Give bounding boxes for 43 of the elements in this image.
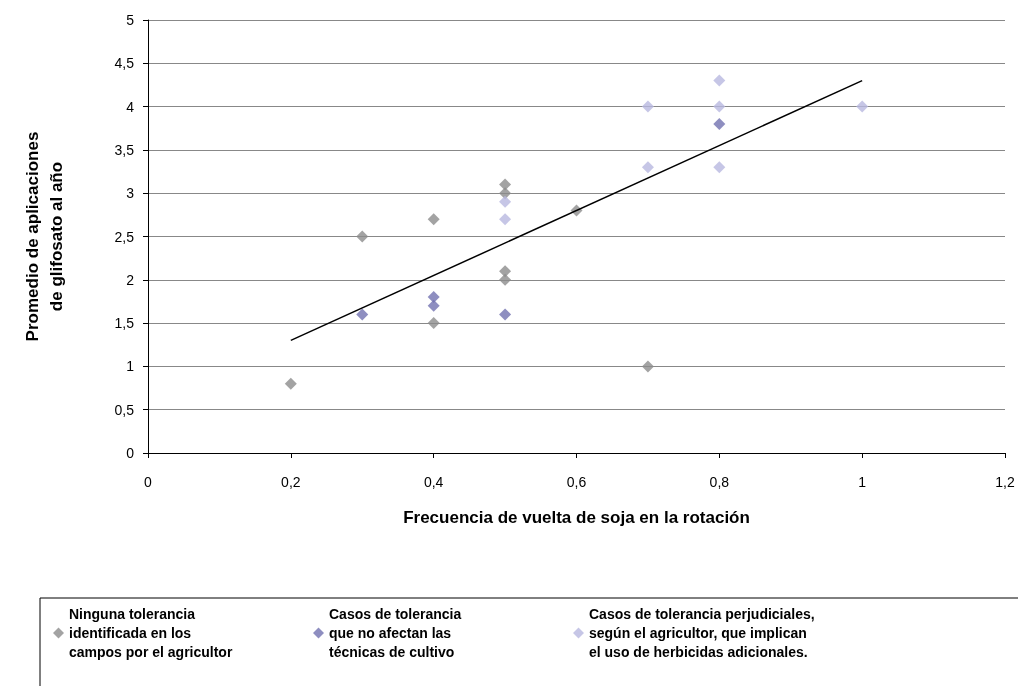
point (713, 161, 726, 174)
x-tick-label: 0,8 (709, 474, 730, 490)
point (356, 230, 369, 243)
y-tick-label: 4,5 (114, 55, 135, 72)
x-tick-label: 0,2 (281, 474, 301, 490)
x-tick-label: 1,2 (995, 474, 1015, 490)
point (427, 317, 440, 330)
point (856, 100, 869, 113)
y-tick-label: 3,5 (114, 141, 135, 158)
legend-label: Casos de tolerancia perjudiciales, según el agricultor, que implican el uso de herbicidas adicionales. (589, 606, 815, 660)
y-tick-label: 3 (126, 185, 135, 202)
point (499, 195, 512, 208)
legend-label: Casos de tolerancia que no afectan las técnicas de cultivo (329, 606, 462, 660)
point (356, 308, 369, 321)
x-tick-label: 0,4 (423, 474, 444, 490)
x-axis-title: Frecuencia de vuelta de soja en la rotación (403, 508, 750, 527)
x-tick-label: 0 (144, 474, 153, 490)
y-tick-label: 1 (126, 358, 135, 375)
y-tick-label: 4 (126, 98, 135, 115)
y-tick-label: 0 (126, 445, 135, 461)
point (427, 291, 440, 304)
x-tick-label: 0,6 (566, 474, 587, 490)
legend-label: Ninguna tolerancia identificada en los campos por el agricultor (69, 606, 233, 660)
point (499, 178, 512, 191)
point (284, 377, 297, 390)
y-tick-label: 1,5 (114, 315, 135, 332)
y-tick-label: 5 (126, 12, 135, 28)
point (499, 308, 512, 321)
y-tick-label: 0,5 (114, 401, 135, 418)
point (713, 100, 726, 113)
point (427, 299, 440, 312)
point (713, 117, 726, 130)
point (641, 360, 654, 373)
x-tick-label: 1 (858, 474, 867, 490)
y-tick-label: 2,5 (114, 228, 135, 245)
point (499, 273, 512, 286)
point (713, 74, 726, 87)
point (641, 100, 654, 113)
point (427, 213, 440, 226)
point (499, 213, 512, 226)
y-axis-title: Promedio de aplicaciones de glifosato al año (22, 131, 66, 342)
y-tick-label: 2 (126, 271, 135, 288)
point (641, 161, 654, 174)
